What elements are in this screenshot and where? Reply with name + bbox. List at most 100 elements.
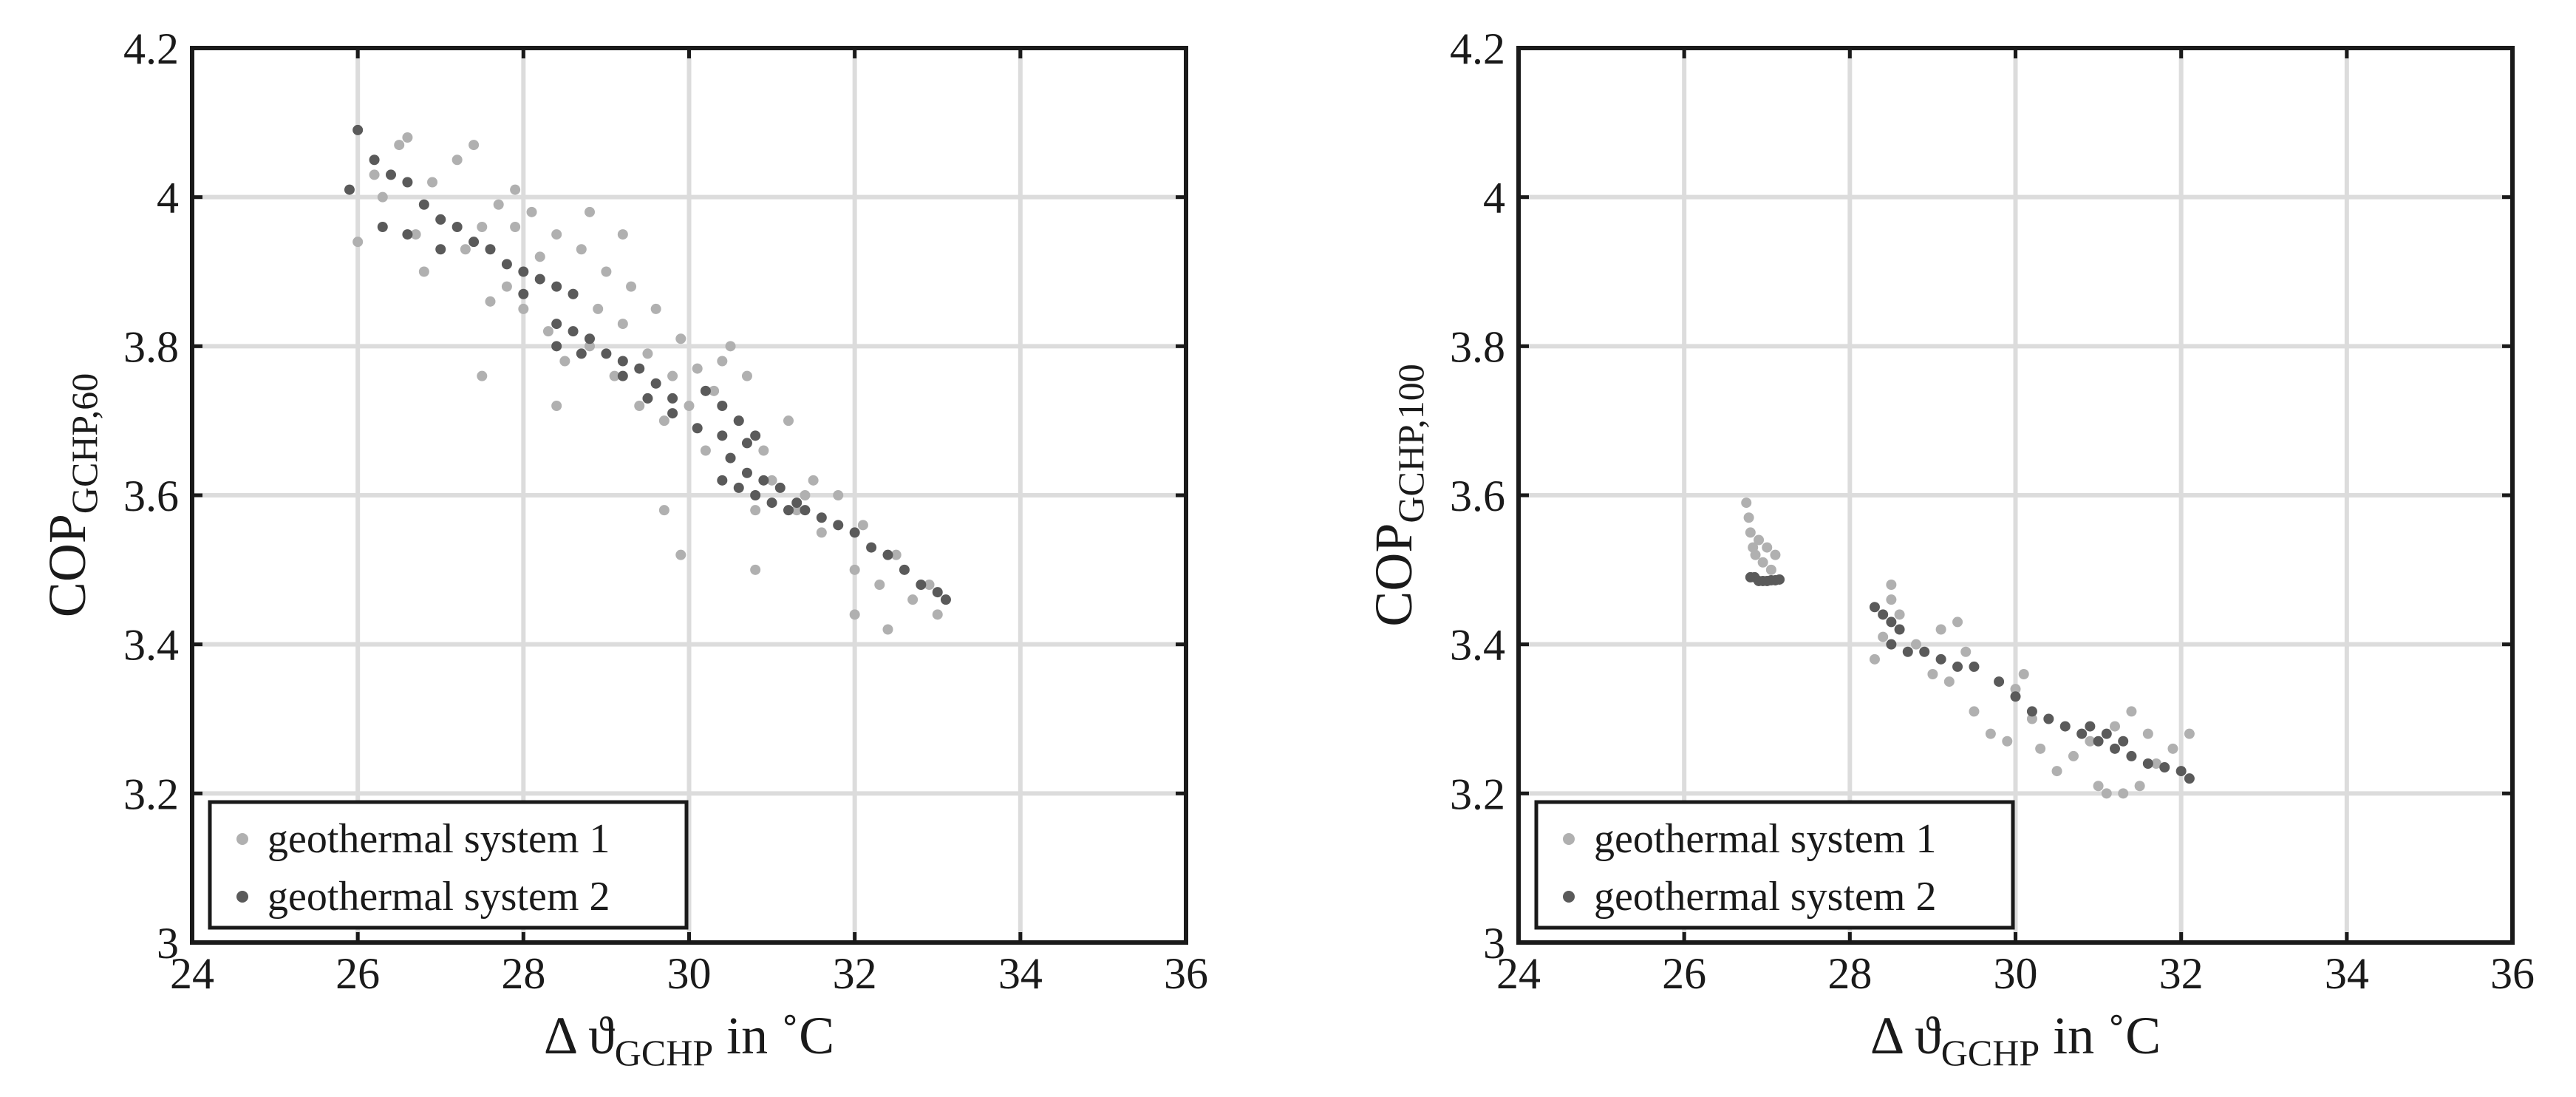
data-point — [2051, 766, 2062, 777]
data-point — [650, 378, 661, 389]
data-point — [386, 169, 396, 180]
data-point — [477, 370, 488, 381]
data-point — [783, 415, 794, 427]
data-point — [783, 505, 794, 516]
data-point — [593, 303, 604, 314]
data-point — [551, 229, 562, 240]
data-point — [874, 580, 885, 590]
data-point — [675, 549, 686, 560]
data-point — [650, 303, 661, 314]
series-2 — [1745, 571, 2195, 784]
data-point — [576, 244, 587, 255]
data-point — [741, 467, 752, 478]
data-point — [1765, 564, 1776, 575]
data-point — [2010, 691, 2021, 702]
data-point — [774, 482, 786, 493]
y-tick-label: 4 — [1483, 174, 1505, 223]
data-point — [849, 527, 860, 538]
data-point — [642, 393, 653, 404]
data-point — [692, 423, 703, 434]
data-point — [907, 594, 919, 605]
data-point — [2076, 728, 2088, 739]
data-point — [501, 259, 512, 270]
data-point — [2101, 788, 2112, 799]
data-point — [2035, 743, 2046, 754]
data-point — [452, 222, 463, 232]
y-tick-label: 4.2 — [1450, 24, 1505, 73]
data-point — [427, 177, 438, 188]
data-point — [410, 229, 421, 240]
data-point — [534, 251, 545, 262]
y-tick-label: 3.8 — [123, 322, 179, 371]
data-point — [741, 370, 752, 381]
y-tick-label: 3.4 — [123, 621, 179, 670]
data-point — [1774, 574, 1785, 585]
data-point — [2159, 762, 2170, 773]
data-point — [1911, 639, 1921, 650]
series-1 — [1741, 497, 2195, 799]
data-point — [2142, 758, 2153, 769]
data-point — [2002, 736, 2013, 747]
data-point — [352, 124, 364, 135]
x-tick-label: 26 — [335, 949, 380, 998]
data-point — [568, 326, 579, 337]
data-point — [2026, 706, 2037, 717]
data-point — [542, 326, 553, 337]
x-tick-label: 24 — [1496, 949, 1541, 998]
data-point — [741, 438, 752, 449]
data-point — [750, 430, 761, 441]
data-point — [700, 445, 711, 456]
data-point — [1762, 542, 1773, 553]
legend-marker — [1563, 833, 1575, 845]
x-axis-label-subscript: GCHP — [615, 1032, 713, 1073]
data-point — [485, 244, 496, 255]
y-tick-label: 3.2 — [1450, 770, 1505, 818]
data-point — [1969, 706, 1980, 717]
data-point — [2175, 766, 2187, 777]
data-point — [402, 132, 413, 143]
data-point — [667, 408, 678, 419]
data-point — [634, 401, 645, 411]
data-point — [791, 505, 803, 516]
legend-marker — [236, 833, 248, 845]
x-tick-label: 36 — [2490, 949, 2535, 998]
data-point — [585, 333, 595, 344]
data-point — [750, 564, 761, 575]
x-axis-label-unit: in ˚C — [2040, 1006, 2161, 1065]
data-point — [750, 505, 761, 516]
data-point — [750, 490, 761, 500]
data-point — [882, 624, 893, 635]
data-point — [1869, 653, 1880, 665]
y-tick-label: 3 — [1483, 919, 1505, 968]
data-point — [501, 281, 512, 292]
data-point — [1886, 580, 1897, 590]
legend-label: geothermal system 2 — [268, 874, 610, 920]
data-point — [717, 475, 728, 486]
data-point — [899, 564, 910, 575]
data-point — [1985, 728, 1996, 739]
data-point — [733, 482, 744, 493]
data-point — [642, 348, 653, 359]
data-point — [418, 266, 429, 277]
data-point — [418, 199, 429, 210]
data-point — [2134, 781, 2145, 792]
x-tick-label: 30 — [1994, 949, 2038, 998]
data-point — [717, 401, 728, 411]
data-point — [1952, 661, 1963, 672]
legend-box — [208, 800, 689, 930]
y-axis-label-subscript: GCHP,100 — [1390, 364, 1431, 523]
data-point — [634, 363, 645, 374]
data-point — [518, 303, 529, 314]
data-point — [2085, 721, 2096, 732]
data-point — [800, 490, 811, 500]
data-point — [1894, 624, 1905, 635]
data-point — [2059, 721, 2071, 732]
series-1 — [352, 132, 943, 635]
x-axis-label-main: Δ ϑ — [544, 1006, 615, 1065]
data-point — [1757, 557, 1768, 568]
data-point — [2126, 706, 2137, 717]
data-point — [1878, 631, 1889, 642]
data-point — [932, 587, 943, 598]
data-point — [1770, 549, 1781, 560]
data-point — [2093, 736, 2104, 747]
